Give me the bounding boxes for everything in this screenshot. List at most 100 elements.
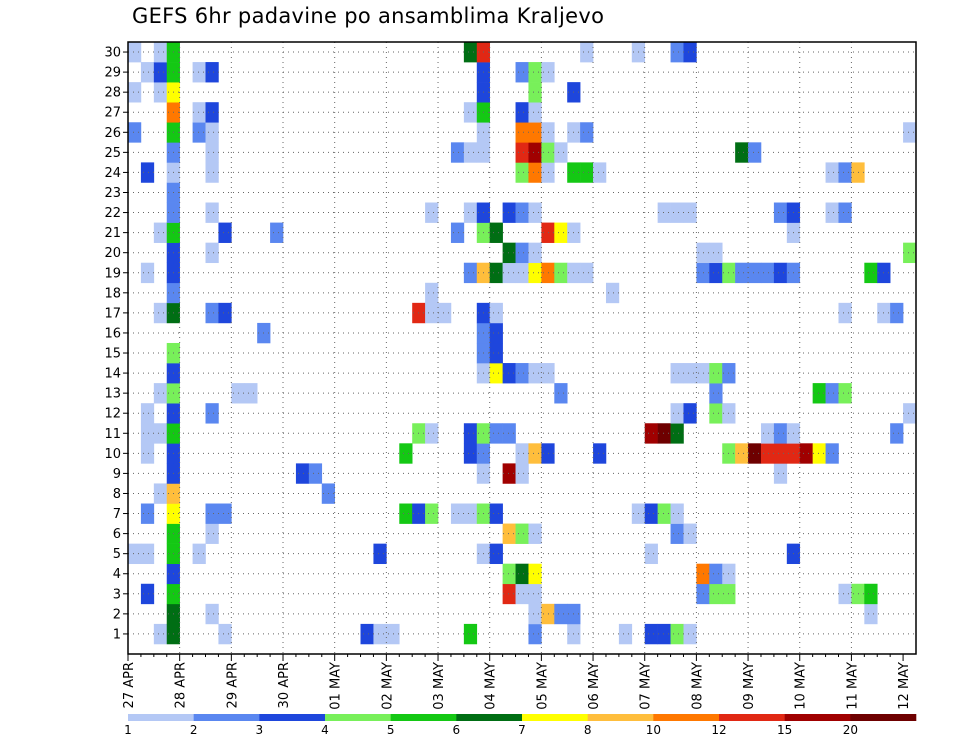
y-tick-label: 13 — [104, 387, 121, 402]
heatmap-cell — [205, 403, 219, 424]
heatmap-cell — [140, 62, 155, 83]
heatmap-cell — [748, 142, 762, 163]
heatmap-cell — [735, 443, 749, 464]
heatmap-cell — [425, 423, 439, 444]
heatmap-cell — [670, 423, 684, 444]
heatmap-cell — [773, 423, 788, 444]
heatmap-cell — [502, 262, 516, 284]
heatmap-cell — [489, 342, 503, 364]
heatmap-cell — [140, 583, 155, 605]
heatmap-cell — [153, 62, 168, 83]
heatmap-cell — [153, 82, 168, 103]
heatmap-cell — [683, 363, 697, 384]
colorbar-label: 2 — [190, 723, 198, 737]
heatmap-cell — [644, 423, 658, 444]
y-tick-label: 3 — [113, 587, 121, 602]
colorbar-label: 20 — [843, 723, 858, 737]
heatmap-cell — [528, 623, 542, 645]
heatmap-cell — [140, 543, 155, 565]
heatmap-cell — [140, 403, 155, 424]
heatmap-cell — [657, 202, 671, 223]
heatmap-cell — [425, 503, 439, 524]
heatmap-cell — [515, 242, 529, 264]
heatmap-cell — [864, 583, 878, 605]
heatmap-cell — [838, 202, 852, 223]
colorbar-label: 6 — [453, 723, 461, 737]
heatmap-cell — [489, 423, 503, 444]
heatmap-cell — [528, 202, 542, 223]
heatmap-cell — [528, 62, 542, 83]
x-tick-label: 10 MAY — [794, 662, 809, 710]
heatmap-cell — [735, 142, 749, 163]
colorbar-label: 3 — [256, 723, 264, 737]
heatmap-cell — [773, 262, 788, 284]
colorbar-segment — [784, 714, 851, 721]
heatmap-cell — [825, 162, 839, 183]
heatmap-cell — [205, 202, 219, 223]
heatmap-cell — [515, 563, 529, 585]
colorbar-label: 7 — [518, 723, 526, 737]
heatmap-cell — [657, 623, 671, 645]
y-tick-label: 8 — [113, 487, 121, 502]
heatmap-cell — [463, 42, 478, 63]
heatmap-cell — [438, 302, 452, 324]
heatmap-cell — [450, 222, 465, 243]
y-tick-label: 22 — [104, 206, 121, 221]
heatmap-cell — [231, 383, 245, 404]
heatmap-cell — [580, 42, 594, 63]
heatmap-cell — [554, 222, 568, 243]
heatmap-cell — [450, 503, 465, 524]
heatmap-cell — [463, 262, 478, 284]
heatmap-cell — [489, 543, 503, 565]
y-axis-ensemble-members: 1234567891011121314151617181920212223242… — [104, 46, 128, 642]
plot-border — [127, 41, 917, 655]
heatmap-cell — [502, 563, 516, 585]
y-tick-label: 21 — [104, 226, 121, 241]
heatmap-cell — [425, 202, 439, 223]
heatmap-cell — [709, 583, 723, 605]
heatmap-cell — [515, 363, 529, 384]
heatmap-cell — [489, 262, 503, 284]
heatmap-cell — [670, 403, 684, 424]
heatmap-cell — [308, 463, 323, 484]
heatmap-cell — [670, 202, 684, 223]
heatmap-cell — [489, 503, 503, 524]
heatmap-cell — [128, 82, 142, 103]
heatmap-cell — [670, 363, 684, 384]
heatmap-cell — [502, 202, 516, 223]
heatmap-cell — [205, 302, 219, 324]
y-tick-label: 12 — [104, 407, 121, 422]
heatmap-cell — [270, 222, 284, 243]
colorbar-label: 12 — [711, 723, 726, 737]
heatmap-cell — [541, 222, 555, 243]
x-tick-label: 29 APR — [225, 662, 240, 708]
y-tick-label: 4 — [113, 567, 121, 582]
heatmap-cell — [825, 202, 839, 223]
heatmap-cell — [140, 423, 155, 444]
heatmap-cell — [812, 383, 826, 404]
heatmap-cell — [709, 383, 723, 404]
x-tick-label: 03 MAY — [432, 662, 447, 710]
y-tick-label: 19 — [104, 266, 121, 281]
heatmap-cell — [128, 42, 142, 63]
heatmap-cell — [528, 142, 542, 163]
heatmap-cell — [838, 162, 852, 183]
heatmap-cell — [825, 383, 839, 404]
heatmap-cell — [502, 363, 516, 384]
heatmap-cell — [541, 162, 555, 183]
colorbar-label: 4 — [321, 723, 329, 737]
heatmap-cell — [760, 443, 775, 464]
x-tick-label: 11 MAY — [845, 662, 860, 710]
heatmap-cell — [709, 563, 723, 585]
heatmap-cell — [760, 262, 775, 284]
y-tick-label: 1 — [113, 627, 121, 642]
heatmap-cell — [489, 302, 503, 324]
heatmap-cell — [903, 122, 917, 143]
heatmap-cell — [670, 42, 684, 63]
heatmap-cell — [528, 583, 542, 605]
heatmap-cell — [153, 42, 168, 63]
heatmap-cell — [528, 563, 542, 585]
heatmap-cell — [864, 262, 878, 284]
heatmap-cell — [864, 603, 878, 625]
heatmap-cell — [593, 443, 607, 464]
